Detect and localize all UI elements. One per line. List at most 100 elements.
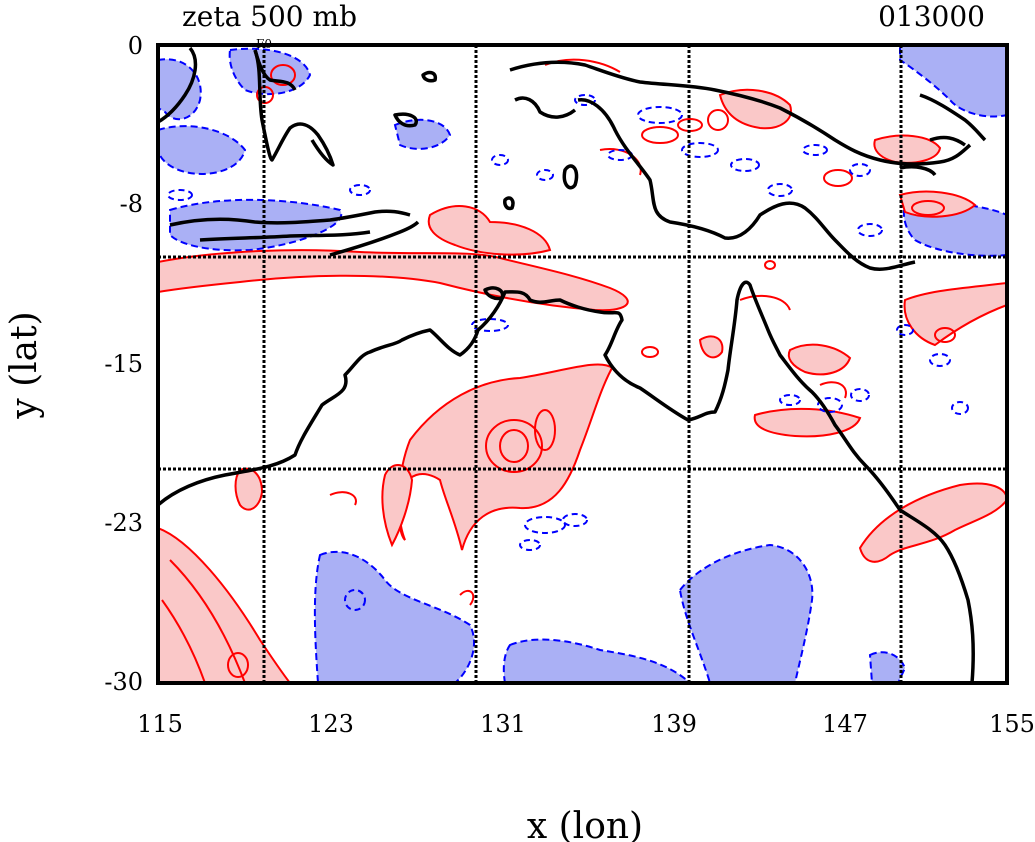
x-tick-label: 155 — [989, 710, 1035, 738]
pos-region-timor-band — [158, 249, 629, 312]
positive-contour-lines — [161, 58, 956, 683]
neg-contour-ring — [850, 388, 870, 402]
pos-contour-ring — [270, 64, 296, 86]
x-tick-label: 131 — [480, 710, 526, 738]
neg-contour-ring — [730, 158, 760, 172]
coast-new-britain — [919, 93, 987, 142]
coast-lesser-island — [393, 112, 418, 128]
neg-contour-ring — [637, 106, 683, 124]
neg-contour-ring — [951, 401, 969, 415]
map-plot-area: F0 — [156, 37, 1009, 685]
pos-contour-line — [739, 294, 791, 311]
neg-contour-ring — [471, 318, 509, 332]
y-tick-labels: 0 -8 -15 -23 -30 — [104, 32, 143, 696]
x-tick-label: 139 — [651, 710, 697, 738]
x-tick-label: 115 — [137, 710, 183, 738]
neg-contour-ring — [344, 589, 366, 611]
negative-contour-lines — [167, 94, 969, 611]
y-tick-label: 0 — [128, 32, 143, 60]
coastlines — [158, 46, 987, 683]
neg-region-west — [158, 125, 247, 175]
y-axis-label: y (lat) — [4, 311, 45, 419]
neg-contour-ring — [536, 169, 554, 181]
pos-contour-ring — [641, 126, 679, 144]
pos-region-west-spot — [234, 467, 264, 511]
neg-region-sw — [313, 550, 475, 683]
coast-timor — [329, 220, 420, 257]
pos-contour-line — [169, 559, 246, 683]
pos-contour-ring — [823, 169, 853, 187]
pos-region-solomon — [898, 190, 977, 218]
pos-contour-ring — [485, 419, 543, 473]
neg-contour-ring — [519, 539, 541, 551]
negative-vorticity-regions — [158, 45, 1007, 683]
coast-flores — [199, 230, 371, 242]
pos-contour-ring — [707, 109, 729, 131]
y-tick-label: -15 — [104, 350, 143, 378]
pos-region-png-east — [873, 134, 942, 164]
coast-png-north — [509, 60, 972, 166]
neg-contour-ring — [849, 163, 871, 177]
pos-contour-ring — [227, 652, 249, 678]
neg-contour-ring — [681, 142, 719, 158]
neg-contour-ring — [817, 397, 843, 413]
pos-contour-line — [161, 599, 206, 683]
neg-contour-ring — [167, 189, 193, 201]
pos-region-qld-coast — [753, 407, 862, 438]
x-axis-label: x (lon) — [527, 806, 643, 842]
y-tick-label: -8 — [120, 190, 143, 218]
pos-region-coral-mid — [787, 343, 852, 376]
neg-contour-ring — [929, 353, 951, 367]
pos-contour-ring — [534, 409, 556, 451]
map-grid — [158, 45, 1007, 683]
neg-contour-ring — [562, 513, 588, 527]
y-tick-label: -23 — [104, 509, 143, 537]
coast-sulawesi-arm — [253, 49, 297, 91]
pos-region-central-west — [381, 464, 414, 548]
neg-region-se-small — [868, 651, 907, 683]
coast-australia-north-west — [158, 280, 975, 683]
coast-small-island — [562, 164, 579, 190]
pos-region-se-tongue — [858, 482, 1007, 563]
pos-contour-ring — [764, 260, 776, 270]
pos-contour-ring — [911, 200, 945, 216]
pos-contour-line — [329, 491, 357, 506]
neg-contour-ring — [767, 183, 793, 197]
neg-contour-ring — [491, 154, 509, 166]
neg-region-ne — [899, 45, 1007, 118]
neg-contour-ring — [574, 94, 596, 106]
coast-png-head — [514, 96, 577, 119]
neg-contour-ring — [896, 324, 914, 336]
neg-contour-ring — [524, 516, 566, 534]
pos-contour-ring — [934, 327, 956, 343]
pos-contour-ring — [499, 429, 529, 463]
x-tick-label: 123 — [308, 710, 354, 738]
coast-small-island — [899, 165, 937, 177]
pos-contour-line — [459, 589, 475, 606]
pos-region-coral-small — [698, 335, 724, 359]
plot-frame — [156, 43, 1009, 685]
neg-contour-ring — [779, 394, 801, 406]
neg-region-south — [502, 638, 692, 683]
point-label: F0 — [256, 37, 272, 51]
neg-contour-ring — [802, 144, 828, 156]
neg-contour-ring — [857, 223, 883, 237]
coast-sulawesi — [253, 49, 335, 167]
x-tick-label: 147 — [822, 710, 868, 738]
pos-region-coral-n — [903, 281, 1007, 347]
plot-background — [158, 45, 1007, 683]
coast-timor-chain — [169, 209, 411, 227]
coast-small-island — [483, 286, 505, 301]
coast-new-britain-east — [929, 135, 967, 147]
coast-small-island — [503, 196, 515, 211]
positive-vorticity-regions — [158, 88, 1007, 683]
neg-contour-ring — [349, 184, 371, 196]
pos-contour-ring — [641, 346, 659, 358]
pos-contour-line — [819, 381, 847, 399]
title-right: 013000 — [878, 0, 985, 33]
pos-region-png-north — [718, 88, 792, 130]
neg-region-gulf — [678, 543, 814, 683]
x-tick-labels: 115 123 131 139 147 155 — [137, 710, 1035, 738]
coast-island-nw — [158, 46, 198, 124]
